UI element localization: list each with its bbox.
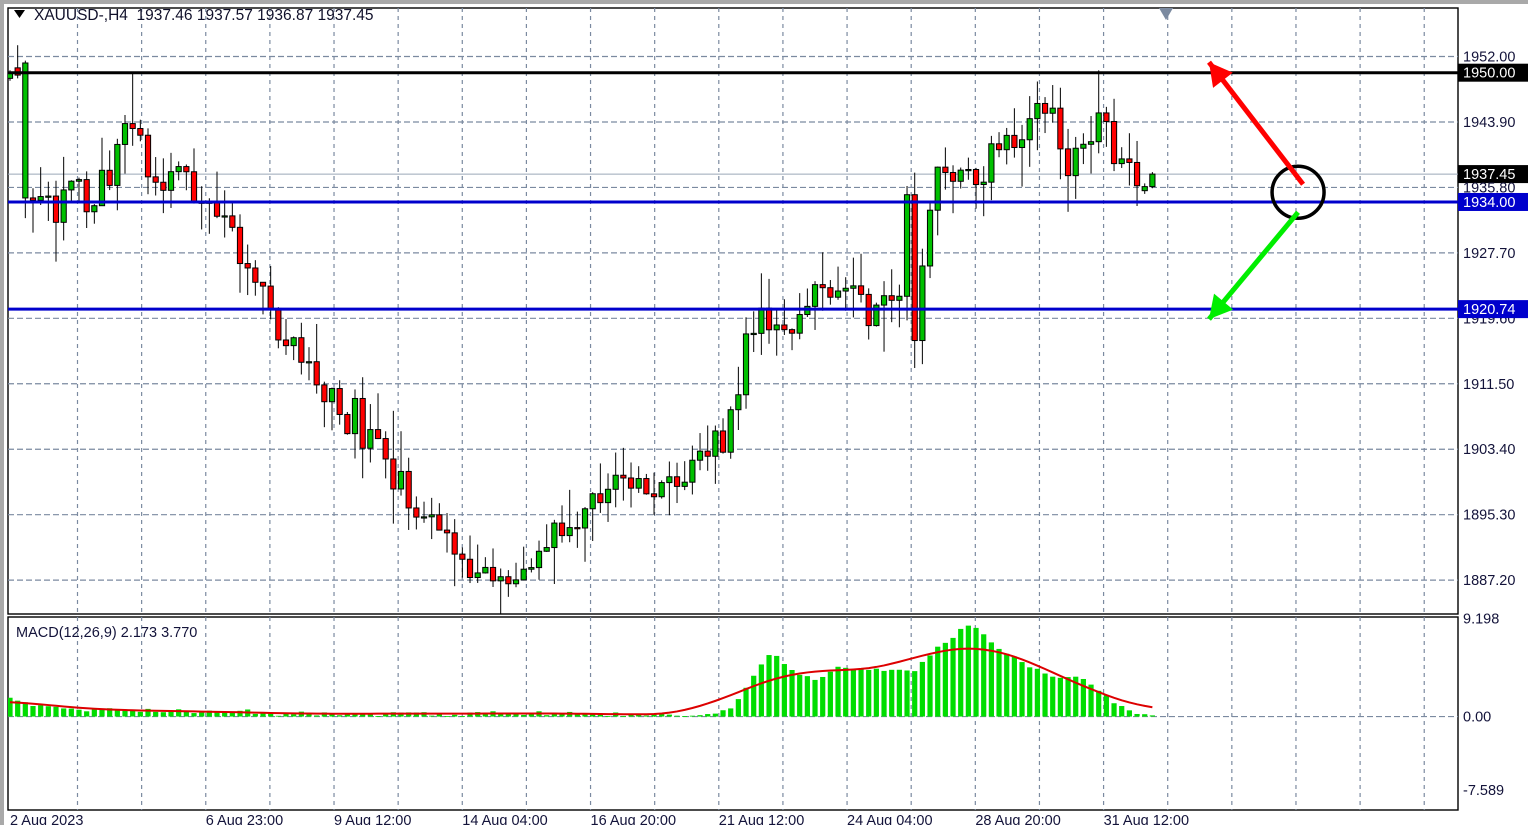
svg-text:1920.74: 1920.74 [1463, 302, 1515, 318]
svg-text:1934.00: 1934.00 [1463, 195, 1515, 211]
svg-text:1911.50: 1911.50 [1463, 377, 1514, 393]
svg-text:2 Aug 2023: 2 Aug 2023 [10, 813, 83, 825]
svg-text:1903.40: 1903.40 [1463, 442, 1515, 458]
svg-text:-7.589: -7.589 [1463, 783, 1504, 799]
svg-text:9.198: 9.198 [1463, 611, 1499, 627]
svg-text:16 Aug 20:00: 16 Aug 20:00 [591, 813, 676, 825]
svg-text:21 Aug 12:00: 21 Aug 12:00 [719, 813, 804, 825]
svg-text:14 Aug 04:00: 14 Aug 04:00 [462, 813, 547, 825]
svg-text:6 Aug 23:00: 6 Aug 23:00 [206, 813, 283, 825]
svg-text:MACD(12,26,9) 2.173 3.770: MACD(12,26,9) 2.173 3.770 [16, 625, 197, 641]
svg-text:28 Aug 20:00: 28 Aug 20:00 [975, 813, 1060, 825]
svg-text:0.00: 0.00 [1463, 710, 1491, 726]
svg-text:1950.00: 1950.00 [1463, 66, 1515, 82]
svg-text:1952.00: 1952.00 [1463, 50, 1515, 66]
svg-text:1927.70: 1927.70 [1463, 246, 1515, 262]
svg-text:9 Aug 12:00: 9 Aug 12:00 [334, 813, 411, 825]
svg-text:XAUUSD-,H4 1937.46 1937.57 19: XAUUSD-,H4 1937.46 1937.57 1936.87 1937.… [34, 7, 374, 24]
svg-text:1943.90: 1943.90 [1463, 115, 1515, 131]
svg-text:1887.20: 1887.20 [1463, 573, 1515, 589]
svg-text:31 Aug 12:00: 31 Aug 12:00 [1104, 813, 1189, 825]
svg-text:24 Aug 04:00: 24 Aug 04:00 [847, 813, 932, 825]
svg-text:1895.30: 1895.30 [1463, 508, 1515, 524]
